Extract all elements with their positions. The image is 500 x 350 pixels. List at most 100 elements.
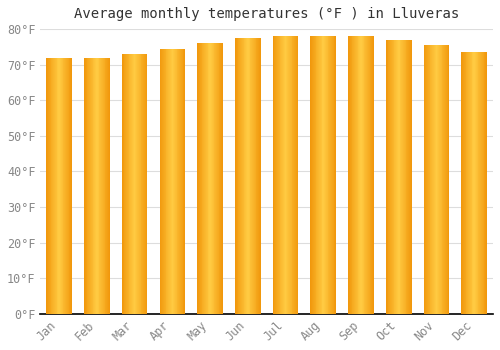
Bar — [218, 43, 220, 314]
Bar — [324, 36, 325, 314]
Bar — [107, 57, 108, 314]
Bar — [242, 38, 244, 314]
Bar — [220, 43, 221, 314]
Bar — [334, 36, 335, 314]
Bar — [71, 57, 72, 314]
Bar — [386, 40, 387, 314]
Bar — [478, 52, 480, 314]
Bar — [137, 54, 138, 314]
Bar — [408, 40, 409, 314]
Bar — [465, 52, 466, 314]
Bar — [332, 36, 334, 314]
Bar — [468, 52, 469, 314]
Bar — [354, 36, 355, 314]
Bar — [314, 36, 316, 314]
Bar — [475, 52, 476, 314]
Bar — [142, 54, 143, 314]
Bar — [370, 36, 372, 314]
Title: Average monthly temperatures (°F ) in Lluveras: Average monthly temperatures (°F ) in Ll… — [74, 7, 460, 21]
Bar — [277, 36, 278, 314]
Bar — [124, 54, 125, 314]
Bar — [174, 49, 175, 314]
Bar — [199, 43, 200, 314]
Bar — [391, 40, 392, 314]
Bar — [283, 36, 284, 314]
Bar — [46, 57, 47, 314]
Bar — [348, 36, 349, 314]
Bar — [469, 52, 470, 314]
Bar — [66, 57, 67, 314]
Bar — [295, 36, 296, 314]
Bar — [127, 54, 128, 314]
Bar — [139, 54, 140, 314]
Bar — [481, 52, 482, 314]
Bar — [464, 52, 465, 314]
Bar — [104, 57, 106, 314]
Bar — [236, 38, 238, 314]
Bar — [128, 54, 130, 314]
Bar — [238, 38, 240, 314]
Bar — [164, 49, 166, 314]
Bar — [96, 57, 97, 314]
Bar — [361, 36, 362, 314]
Bar — [49, 57, 50, 314]
Bar — [477, 52, 478, 314]
Bar — [106, 57, 107, 314]
Bar — [349, 36, 350, 314]
Bar — [331, 36, 332, 314]
Bar — [366, 36, 367, 314]
Bar — [480, 52, 481, 314]
Bar — [143, 54, 144, 314]
Bar — [136, 54, 137, 314]
Bar — [404, 40, 406, 314]
Bar — [427, 45, 428, 314]
Bar — [100, 57, 101, 314]
Bar — [146, 54, 148, 314]
Bar — [372, 36, 373, 314]
Bar — [101, 57, 102, 314]
Bar — [240, 38, 241, 314]
Bar — [56, 57, 58, 314]
Bar — [322, 36, 324, 314]
Bar — [253, 38, 254, 314]
Bar — [486, 52, 487, 314]
Bar — [198, 43, 199, 314]
Bar — [58, 57, 59, 314]
Bar — [288, 36, 289, 314]
Bar — [318, 36, 319, 314]
Bar — [445, 45, 446, 314]
Bar — [471, 52, 472, 314]
Bar — [402, 40, 403, 314]
Bar — [328, 36, 330, 314]
Bar — [97, 57, 98, 314]
Bar — [368, 36, 370, 314]
Bar — [215, 43, 216, 314]
Bar — [59, 57, 60, 314]
Bar — [169, 49, 170, 314]
Bar — [335, 36, 336, 314]
Bar — [296, 36, 298, 314]
Bar — [433, 45, 434, 314]
Bar — [474, 52, 475, 314]
Bar — [61, 57, 62, 314]
Bar — [330, 36, 331, 314]
Bar — [290, 36, 292, 314]
Bar — [320, 36, 322, 314]
Bar — [179, 49, 180, 314]
Bar — [172, 49, 173, 314]
Bar — [482, 52, 484, 314]
Bar — [396, 40, 397, 314]
Bar — [206, 43, 208, 314]
Bar — [310, 36, 312, 314]
Bar — [53, 57, 54, 314]
Bar — [435, 45, 436, 314]
Bar — [394, 40, 396, 314]
Bar — [235, 38, 236, 314]
Bar — [470, 52, 471, 314]
Bar — [173, 49, 174, 314]
Bar — [210, 43, 211, 314]
Bar — [356, 36, 358, 314]
Bar — [209, 43, 210, 314]
Bar — [184, 49, 185, 314]
Bar — [140, 54, 141, 314]
